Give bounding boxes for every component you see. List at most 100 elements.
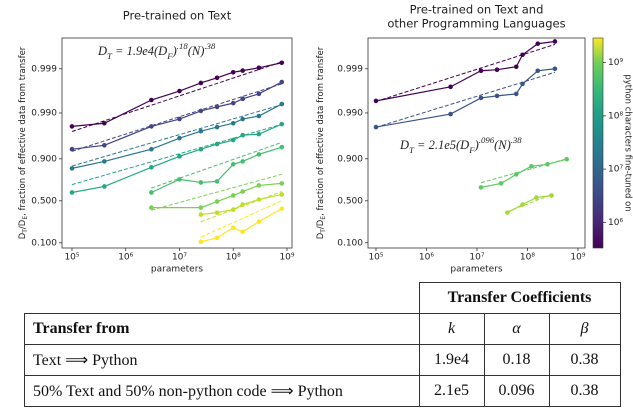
y-tick-label: 0.999 bbox=[337, 64, 363, 74]
data-point bbox=[102, 184, 107, 189]
data-point bbox=[256, 91, 262, 97]
fit-line bbox=[71, 83, 282, 152]
plot-frame bbox=[367, 37, 586, 249]
y-tick-label: 0.100 bbox=[31, 238, 57, 248]
colorbar-label: python characters fine-tuned on bbox=[623, 74, 633, 211]
data-point bbox=[149, 165, 154, 170]
equation-part: (N) bbox=[188, 44, 205, 58]
data-point bbox=[279, 192, 285, 197]
data-point bbox=[230, 120, 236, 126]
y-axis-label-part: , fraction of effective data from transf… bbox=[316, 46, 326, 216]
data-point bbox=[230, 69, 236, 75]
data-point bbox=[69, 146, 75, 152]
data-point bbox=[279, 79, 285, 85]
data-point bbox=[240, 202, 245, 207]
data-point bbox=[520, 81, 525, 87]
equation-part: T bbox=[107, 51, 113, 61]
fit-line bbox=[151, 141, 282, 189]
series-line bbox=[375, 40, 555, 102]
equation: DT = 1.9e4(DF).18(N).38 bbox=[97, 41, 216, 61]
data-point bbox=[240, 229, 245, 235]
data-point bbox=[520, 52, 525, 58]
data-point bbox=[505, 210, 510, 215]
data-point bbox=[240, 159, 245, 164]
x-tick-label: 10⁸ bbox=[520, 253, 535, 263]
equation-part: ) bbox=[172, 44, 177, 58]
data-point bbox=[149, 205, 154, 210]
y-axis-label: DT/DE, fraction of effective data from t… bbox=[18, 46, 30, 239]
fit-line bbox=[71, 104, 282, 167]
equation-part: D bbox=[97, 44, 107, 58]
data-point bbox=[494, 67, 500, 73]
y-axis-label-part: /D bbox=[316, 219, 326, 229]
colorbar-tick-label: 10⁷ bbox=[608, 165, 623, 175]
fit-line bbox=[151, 173, 282, 211]
data-point bbox=[230, 193, 236, 198]
data-point bbox=[279, 181, 285, 186]
equation-part: .38 bbox=[511, 135, 523, 145]
equation-part: T bbox=[409, 145, 415, 155]
data-point bbox=[214, 179, 220, 184]
data-point bbox=[545, 161, 550, 167]
x-tick-label: 10⁵ bbox=[64, 253, 79, 263]
data-point bbox=[478, 68, 484, 74]
y-axis-label-part: E bbox=[320, 216, 327, 220]
data-point bbox=[240, 189, 245, 194]
data-point bbox=[549, 193, 554, 198]
data-point bbox=[552, 39, 558, 44]
group-header: Transfer Coefficients bbox=[418, 282, 621, 314]
data-point bbox=[513, 91, 519, 97]
x-tick-label: 10⁷ bbox=[469, 253, 484, 263]
chart-title: Pre-trained on Text and bbox=[410, 3, 544, 17]
figure: Pre-trained on Text 10⁵ 10⁶ 10⁷ 10⁸ 10⁹ 0.100 0… bbox=[18, 3, 633, 275]
data-point bbox=[478, 185, 484, 190]
data-point bbox=[279, 121, 285, 127]
column-header: Transfer from bbox=[24, 313, 420, 345]
column-header: α bbox=[483, 313, 550, 345]
data-point bbox=[198, 108, 204, 114]
data-point bbox=[214, 75, 220, 81]
data-point bbox=[279, 144, 285, 150]
equation-part: F bbox=[468, 145, 475, 155]
cell: 0.38 bbox=[548, 375, 621, 407]
data-point bbox=[279, 60, 285, 66]
coefficients-table: Transfer Coefficients Transfer from k α … bbox=[24, 282, 621, 407]
cell: 0.38 bbox=[548, 344, 621, 376]
data-point bbox=[498, 181, 504, 186]
data-point bbox=[69, 166, 75, 171]
y-tick-label: 0.900 bbox=[31, 154, 57, 164]
x-axis-label: parameters bbox=[450, 265, 503, 275]
equation-part: = 1.9e4(D bbox=[112, 44, 167, 58]
cell: Text ⟹ Python bbox=[24, 344, 420, 376]
data-point bbox=[230, 161, 236, 167]
chart-title: Pre-trained on Text bbox=[123, 9, 232, 23]
data-point bbox=[102, 159, 107, 164]
data-point bbox=[149, 97, 154, 103]
series-line bbox=[200, 208, 283, 243]
data-point bbox=[198, 128, 204, 134]
equation-part: F bbox=[166, 51, 173, 61]
data-point bbox=[198, 146, 204, 152]
y-tick-label: 0.900 bbox=[337, 154, 363, 164]
data-point bbox=[214, 141, 220, 147]
equation-part: ) bbox=[474, 138, 479, 152]
data-point bbox=[534, 195, 539, 200]
plot-frame bbox=[61, 37, 293, 249]
cell: 2.1e5 bbox=[418, 375, 485, 407]
fit-line bbox=[375, 43, 556, 102]
data-point bbox=[279, 101, 285, 107]
data-point bbox=[564, 156, 570, 162]
data-point bbox=[256, 152, 262, 157]
data-point bbox=[494, 93, 500, 99]
data-point bbox=[256, 197, 262, 202]
series-line bbox=[151, 182, 282, 209]
y-axis-label-part: T bbox=[320, 229, 327, 234]
y-axis-label-part: , fraction of effective data from transf… bbox=[18, 46, 28, 216]
data-point bbox=[520, 202, 525, 207]
fit-line bbox=[375, 71, 556, 128]
data-point bbox=[373, 98, 379, 104]
data-point bbox=[198, 205, 204, 210]
equation-part: .096 bbox=[479, 135, 495, 145]
y-axis-label-part: T bbox=[22, 229, 29, 234]
